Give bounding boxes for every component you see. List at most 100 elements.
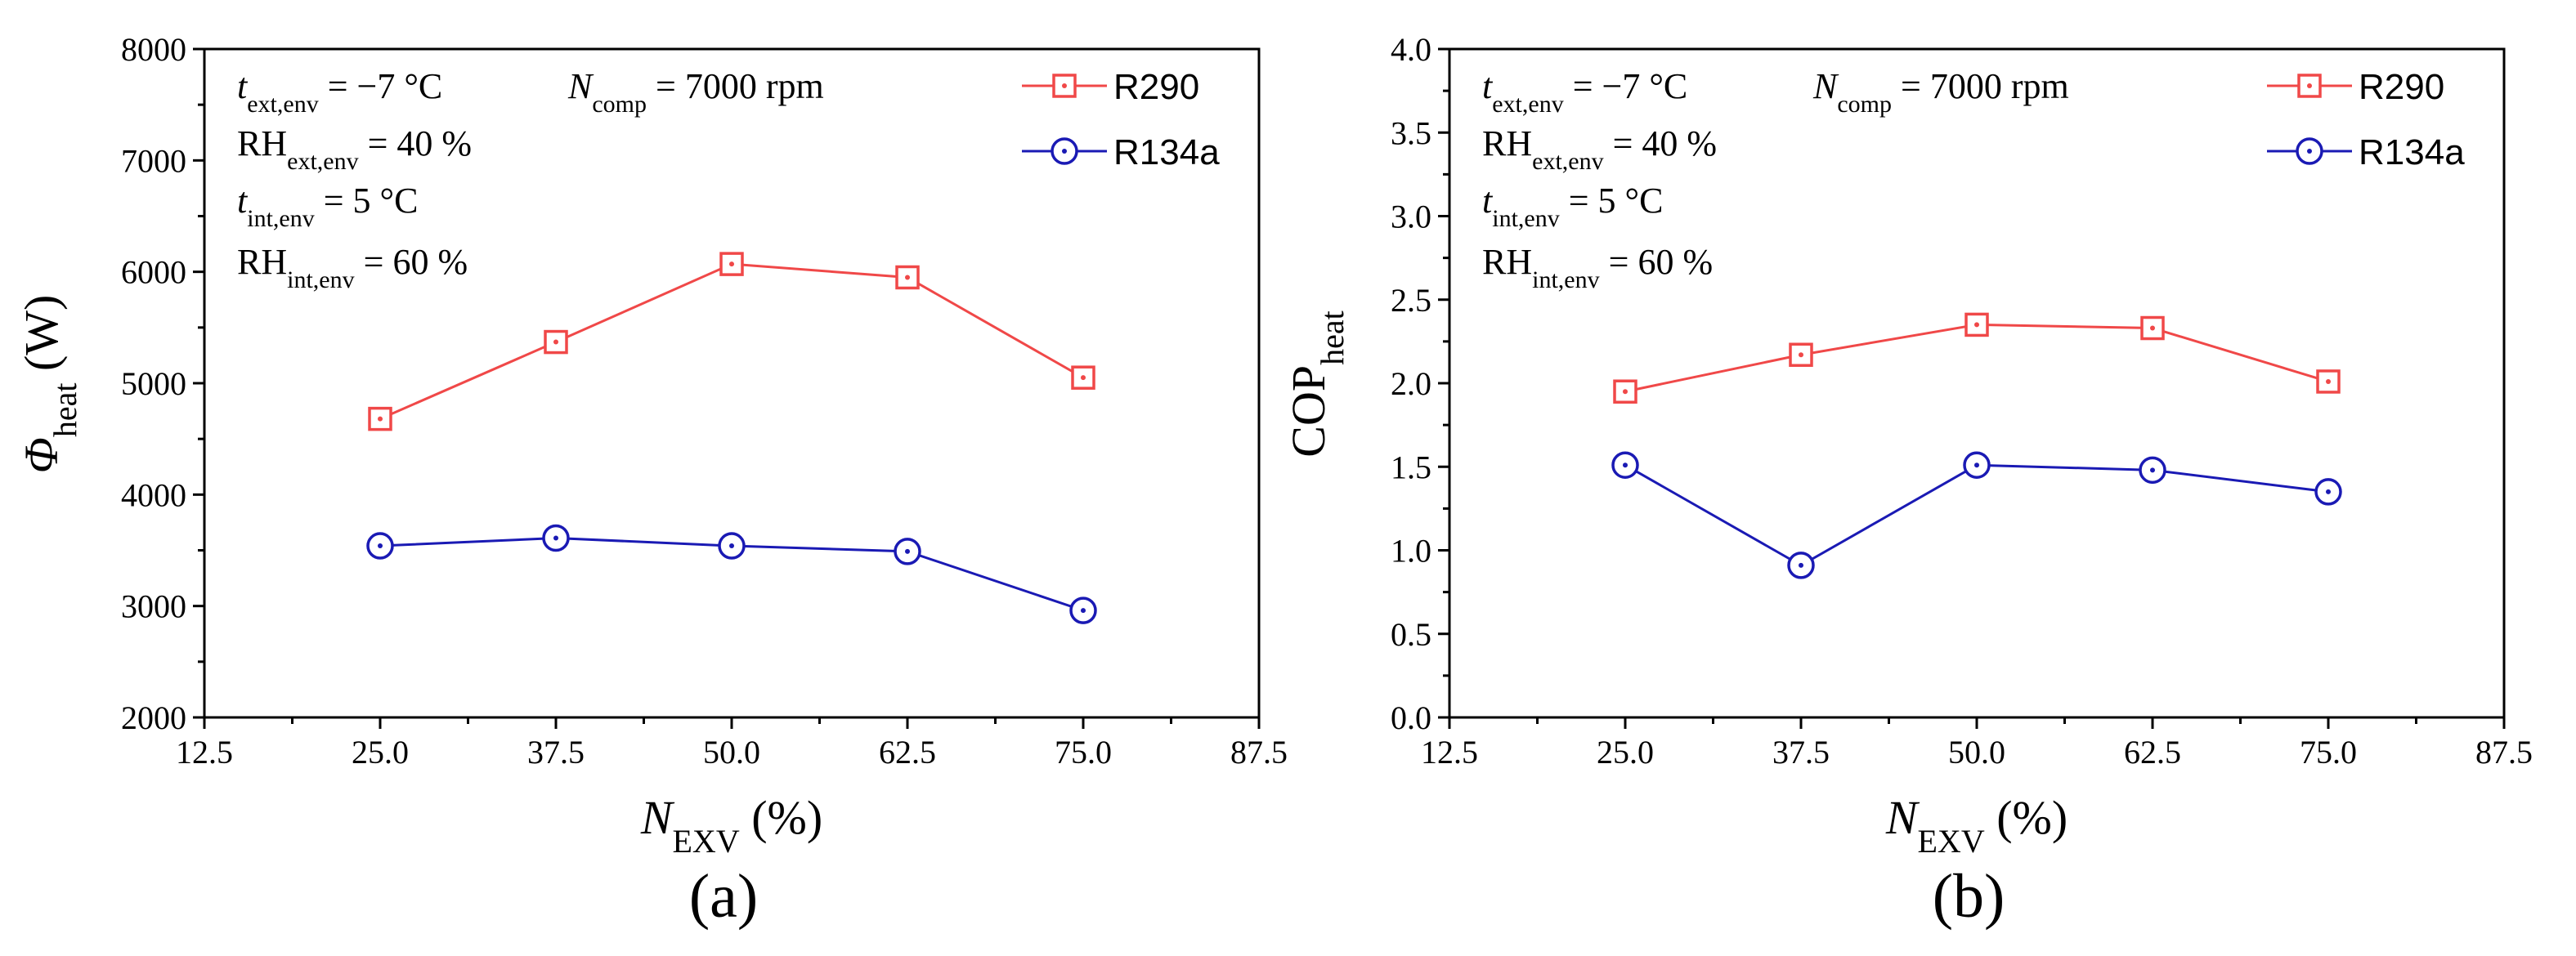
- annotation-n-comp-sub: comp: [1837, 91, 1892, 118]
- series-line-r134a: [1624, 463, 2329, 567]
- x-tick-label: 87.5: [1230, 734, 1288, 771]
- y-axis-title-main: Φ: [15, 437, 68, 473]
- annotation-t-ext: text,env = −7 °C: [1482, 66, 1687, 118]
- y-tick-label: 4.0: [1391, 31, 1431, 68]
- legend-marker: [1052, 74, 1077, 98]
- legend-label: R134a: [2359, 132, 2465, 172]
- data-point-dot: [2150, 325, 2155, 331]
- y-tick-label: 1.5: [1391, 449, 1431, 485]
- annotation-t-int-sub: int,env: [1492, 205, 1560, 232]
- y-tick-label: 5000: [121, 365, 186, 402]
- y-axis-title: COPheat: [1282, 310, 1351, 457]
- annotation-rh-ext-rest: = 40 %: [1604, 123, 1717, 163]
- annotation-n-comp-main: N: [1812, 66, 1839, 106]
- x-tick-label: 75.0: [2300, 734, 2357, 771]
- annotation-t-ext-sub: ext,env: [247, 91, 318, 118]
- data-point-dot: [1081, 375, 1086, 381]
- x-tick-label: 12.5: [176, 734, 233, 771]
- data-point-dot: [378, 543, 383, 549]
- y-axis-title: Φheat (W): [15, 295, 83, 474]
- data-point-dot: [905, 275, 910, 280]
- x-tick-label: 25.0: [1597, 734, 1654, 771]
- x-tick-label: 37.5: [1772, 734, 1830, 771]
- x-axis-title-rest: (%): [740, 791, 822, 844]
- data-point-dot: [1081, 608, 1086, 614]
- y-tick-label: 8000: [121, 31, 186, 68]
- x-tick-label: 62.5: [879, 734, 936, 771]
- data-point-dot: [378, 416, 383, 422]
- annotation-rh-int-sub: int,env: [287, 266, 355, 293]
- panel-label: (b): [1933, 862, 2005, 931]
- annotation-t-ext-sub: ext,env: [1492, 91, 1563, 118]
- x-tick-label: 75.0: [1055, 734, 1112, 771]
- y-tick-label: 7000: [121, 142, 186, 179]
- y-axis-title-main: COP: [1282, 365, 1335, 458]
- legend-label: R290: [1113, 67, 1199, 107]
- annotation-n-comp: Ncomp = 7000 rpm: [567, 66, 824, 118]
- x-axis-title-main: N: [640, 791, 675, 844]
- x-axis-title: NEXV (%): [640, 791, 822, 860]
- x-axis-title-main: N: [1885, 791, 1920, 844]
- annotation-rh-ext-main: RH: [237, 123, 287, 163]
- y-tick-label: 0.5: [1391, 616, 1431, 653]
- annotation-t-int-main: t: [1482, 181, 1494, 221]
- annotation-rh-ext: RHext,env = 40 %: [1482, 123, 1717, 175]
- annotation-t-int-rest: = 5 °C: [1560, 181, 1664, 221]
- annotation-t-int: tint,env = 5 °C: [237, 181, 419, 232]
- y-tick-label: 3.0: [1391, 199, 1431, 235]
- x-axis-title-sub: EXV: [673, 823, 740, 860]
- legend-marker-dot: [2307, 83, 2312, 88]
- y-tick-label: 4000: [121, 476, 186, 513]
- data-point-r290: [2140, 315, 2165, 341]
- legend-label: R290: [2359, 67, 2444, 107]
- annotation-t-ext-main: t: [237, 66, 249, 106]
- data-point-dot: [1974, 462, 1979, 468]
- data-point-r290: [1613, 379, 1637, 404]
- annotation-rh-int-main: RH: [237, 242, 287, 282]
- data-point-dot: [905, 548, 910, 554]
- data-point-r290: [2316, 369, 2341, 394]
- data-point-dot: [1799, 562, 1803, 568]
- annotation-rh-ext-sub: ext,env: [1532, 148, 1603, 175]
- legend-marker-dot: [1062, 149, 1067, 154]
- panel-label: (a): [689, 862, 758, 931]
- annotation-rh-int: RHint,env = 60 %: [1482, 242, 1713, 293]
- x-tick-label: 37.5: [527, 734, 585, 771]
- y-tick-label: 3000: [121, 588, 186, 625]
- legend-marker-dot: [1062, 83, 1067, 88]
- annotation-t-int-sub: int,env: [247, 205, 315, 232]
- data-point-r290: [1071, 365, 1095, 390]
- y-tick-label: 6000: [121, 254, 186, 291]
- data-point-dot: [2150, 467, 2155, 473]
- data-point-dot: [1974, 322, 1979, 328]
- x-tick-label: 25.0: [352, 734, 409, 771]
- y-tick-label: 0.0: [1391, 699, 1431, 736]
- annotation-t-ext-rest: = −7 °C: [319, 66, 443, 106]
- y-tick-label: 1.0: [1391, 533, 1431, 570]
- annotation-t-ext-rest: = −7 °C: [1564, 66, 1688, 106]
- annotation-rh-int-sub: int,env: [1532, 266, 1600, 293]
- annotation-t-ext: text,env = −7 °C: [237, 66, 442, 118]
- x-tick-label: 12.5: [1421, 734, 1478, 771]
- x-axis-title-rest: (%): [1985, 791, 2068, 844]
- y-tick-label: 2.5: [1391, 282, 1431, 319]
- y-tick-label: 2.0: [1391, 365, 1431, 402]
- x-axis-title: NEXV (%): [1885, 791, 2068, 860]
- data-point-dot: [2326, 489, 2331, 494]
- annotation-rh-int: RHint,env = 60 %: [237, 242, 468, 293]
- data-point-dot: [1623, 389, 1628, 395]
- annotation-rh-int-rest: = 60 %: [355, 242, 468, 282]
- legend-label: R134a: [1113, 132, 1220, 172]
- data-point-dot: [553, 339, 558, 345]
- annotation-rh-ext: RHext,env = 40 %: [237, 123, 472, 175]
- x-axis-title-sub: EXV: [1918, 823, 1985, 860]
- y-tick-label: 3.5: [1391, 114, 1431, 151]
- annotation-n-comp-sub: comp: [592, 91, 647, 118]
- legend-marker-dot: [2307, 149, 2312, 154]
- annotation-rh-ext-sub: ext,env: [287, 148, 358, 175]
- annotation-t-ext-main: t: [1482, 66, 1494, 106]
- annotation-t-int: tint,env = 5 °C: [1482, 181, 1664, 232]
- annotation-n-comp-rest: = 7000 rpm: [1892, 66, 2069, 106]
- x-tick-label: 62.5: [2124, 734, 2181, 771]
